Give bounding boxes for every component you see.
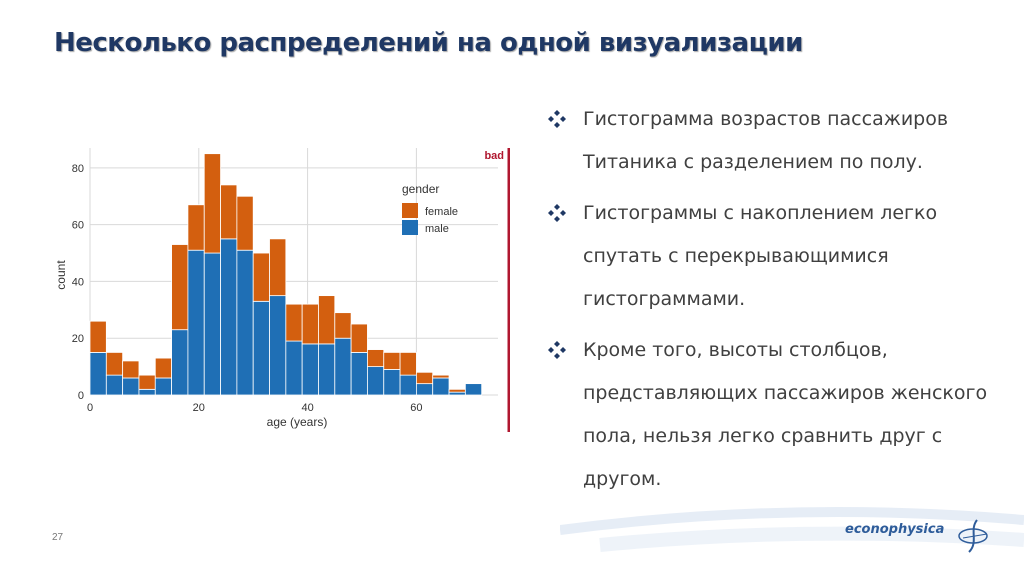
x-tick-label: 40 bbox=[301, 402, 313, 414]
bullet-item: Гистограммы с накоплением легко спутать … bbox=[548, 192, 988, 321]
bar-female bbox=[432, 374, 450, 379]
bar-female bbox=[448, 388, 466, 393]
legend-label-female: female bbox=[425, 206, 458, 218]
diamond-four-icon bbox=[548, 204, 566, 222]
legend-swatch-female bbox=[402, 203, 418, 218]
legend-label-male: male bbox=[425, 223, 449, 235]
bar-male bbox=[464, 383, 483, 396]
bar-female bbox=[236, 195, 254, 251]
x-tick-label: 0 bbox=[87, 402, 93, 414]
x-tick-label: 20 bbox=[193, 402, 205, 414]
bar-female bbox=[187, 204, 205, 251]
bar-female bbox=[252, 252, 270, 302]
bullet-text: Гистограмма возрастов пассажиров Титаник… bbox=[583, 108, 949, 173]
bar-female bbox=[138, 374, 156, 390]
legend-swatch-male bbox=[402, 220, 418, 235]
bar-female bbox=[415, 371, 434, 385]
bar-male bbox=[350, 352, 368, 396]
bar-male bbox=[269, 295, 287, 396]
bars-layer bbox=[89, 153, 483, 396]
y-tick-label: 0 bbox=[78, 390, 84, 402]
bar-male bbox=[171, 329, 189, 396]
bar-male bbox=[122, 377, 140, 396]
bad-annotation: bad bbox=[484, 150, 504, 162]
slide-title: Несколько распределений на одной визуали… bbox=[54, 28, 803, 58]
bar-female bbox=[383, 352, 401, 370]
bullet-item: Гистограмма возрастов пассажиров Титаник… bbox=[548, 98, 988, 184]
diamond-four-icon bbox=[548, 110, 566, 128]
bar-male bbox=[318, 343, 336, 396]
bullet-text: Кроме того, высоты столбцов, представляю… bbox=[583, 339, 988, 490]
bar-male bbox=[220, 238, 238, 396]
bar-male bbox=[285, 340, 303, 396]
bar-male bbox=[301, 343, 319, 396]
bar-male bbox=[236, 249, 254, 396]
bar-male bbox=[448, 391, 466, 396]
bar-male bbox=[154, 377, 172, 396]
bar-male bbox=[415, 383, 434, 396]
bar-male bbox=[187, 249, 205, 396]
bar-male bbox=[334, 337, 352, 396]
legend-title: gender bbox=[402, 182, 439, 196]
bar-male bbox=[399, 374, 417, 396]
bar-female bbox=[350, 323, 368, 353]
bar-male bbox=[383, 369, 401, 396]
bar-female bbox=[285, 303, 303, 342]
bar-male bbox=[203, 252, 221, 396]
bar-male bbox=[432, 377, 450, 396]
decorative-swoosh bbox=[560, 507, 1024, 552]
logo-text: econophysica bbox=[845, 522, 945, 537]
y-axis-label: count bbox=[54, 260, 68, 290]
diamond-four-icon bbox=[548, 341, 566, 359]
bar-female bbox=[105, 352, 124, 376]
stacked-histogram-chart: 0 20 40 60 80 0 20 40 60 age (years) count gende… bbox=[54, 148, 510, 432]
bar-female bbox=[334, 312, 352, 339]
y-tick-label: 60 bbox=[72, 220, 84, 232]
bullet-list: Гистограмма возрастов пассажиров Титаник… bbox=[548, 98, 988, 509]
bar-female bbox=[171, 244, 189, 331]
bar-male bbox=[367, 366, 385, 396]
bullet-text: Гистограммы с накоплением легко спутать … bbox=[583, 202, 938, 310]
y-tick-label: 40 bbox=[72, 276, 84, 288]
y-tick-label: 20 bbox=[72, 333, 84, 345]
bar-female bbox=[122, 360, 140, 379]
bar-female bbox=[154, 357, 172, 379]
bar-female bbox=[301, 303, 319, 345]
logo-emblem-icon bbox=[958, 519, 988, 553]
bar-female bbox=[318, 295, 336, 345]
bar-female bbox=[89, 320, 107, 353]
x-axis-label: age (years) bbox=[267, 415, 328, 429]
bar-male bbox=[252, 300, 270, 396]
page-number: 27 bbox=[52, 532, 64, 543]
bar-female bbox=[269, 238, 287, 297]
econophysica-logo-icon: econophysica bbox=[845, 518, 995, 558]
bar-male bbox=[89, 352, 107, 396]
bar-male bbox=[138, 388, 156, 396]
bar-female bbox=[203, 153, 221, 254]
x-tick-label: 60 bbox=[410, 402, 422, 414]
bar-male bbox=[105, 374, 124, 396]
bar-female bbox=[220, 184, 238, 240]
y-tick-label: 80 bbox=[72, 163, 84, 175]
bullet-item: Кроме того, высоты столбцов, представляю… bbox=[548, 329, 988, 501]
bar-female bbox=[399, 352, 417, 376]
bar-female bbox=[367, 349, 385, 368]
ticks-layer: 0 20 40 60 80 0 20 40 60 bbox=[72, 163, 423, 414]
legend: gender female male bbox=[402, 182, 458, 235]
